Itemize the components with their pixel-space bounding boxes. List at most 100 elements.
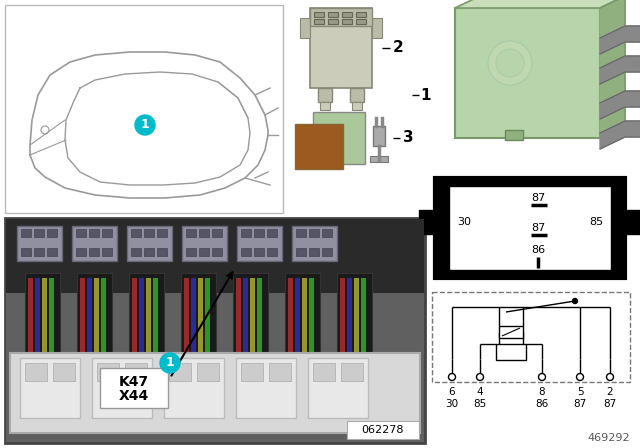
Bar [309,248,319,256]
Bar [42,278,47,370]
Text: 8: 8 [539,387,545,397]
Bar [372,18,382,38]
Bar [310,8,372,88]
Bar [76,248,86,256]
Bar [499,326,523,338]
Text: 87: 87 [573,399,587,409]
Bar [25,363,47,381]
Bar [131,229,141,237]
Bar [236,358,296,418]
Bar [350,88,364,102]
Bar [127,226,172,261]
Bar [205,278,210,370]
Bar [241,248,251,256]
Bar [342,12,352,17]
Bar [250,278,255,370]
Circle shape [160,353,180,373]
Bar [199,229,209,237]
Bar [625,210,640,234]
Bar [89,248,99,256]
Bar [354,278,359,370]
Text: 85: 85 [589,217,603,227]
Bar [295,278,300,370]
Bar [125,363,147,381]
Bar [322,229,332,237]
Text: 86: 86 [531,245,545,255]
Circle shape [577,374,584,380]
Polygon shape [600,0,625,138]
Bar [300,18,310,38]
Text: 3: 3 [403,130,413,146]
Bar [236,278,241,370]
Bar [337,273,372,375]
Bar [496,344,526,360]
Bar [77,273,112,375]
Bar [72,226,117,261]
Text: K47: K47 [119,375,149,389]
Bar [352,102,362,110]
Bar [328,19,338,24]
Bar [49,278,54,370]
Bar [92,358,152,418]
Bar [34,229,44,237]
Bar [5,5,283,213]
Bar [186,229,196,237]
Bar [153,278,158,370]
Bar [285,273,320,375]
Bar [80,278,85,370]
Text: 469292: 469292 [588,433,630,443]
Bar [181,273,216,375]
Circle shape [573,298,577,303]
Bar [164,358,224,418]
Bar [314,12,324,17]
Bar [10,353,420,433]
Text: 30: 30 [457,217,471,227]
Bar [102,229,112,237]
Polygon shape [600,121,640,149]
Bar [47,248,57,256]
Bar [243,278,248,370]
Text: X44: X44 [119,389,149,403]
Text: 1: 1 [420,87,431,103]
Bar [197,363,219,381]
Text: 5: 5 [577,387,583,397]
Bar [198,278,203,370]
Bar [6,219,424,294]
Bar [288,278,293,370]
Polygon shape [455,0,625,8]
Bar [146,278,151,370]
Bar [419,210,435,234]
Circle shape [449,374,456,380]
Bar [233,273,268,375]
Text: 4: 4 [477,387,483,397]
Text: 062278: 062278 [362,425,404,435]
Bar [347,421,419,439]
Bar [267,229,277,237]
Text: 85: 85 [474,399,486,409]
Bar [267,248,277,256]
Circle shape [538,374,545,380]
Bar [21,229,31,237]
Bar [347,278,352,370]
Bar [328,12,338,17]
Bar [313,112,365,164]
Bar [17,226,62,261]
Bar [455,8,600,138]
Bar [254,248,264,256]
Polygon shape [600,56,640,84]
Bar [257,278,262,370]
Bar [157,248,167,256]
Bar [309,229,319,237]
Bar [435,178,625,278]
Bar [370,156,388,162]
Bar [308,358,368,418]
Bar [131,248,141,256]
Circle shape [135,115,155,135]
Bar [5,218,425,443]
Bar [302,278,307,370]
Bar [309,278,314,370]
Bar [129,273,164,375]
Bar [340,278,345,370]
Text: 1: 1 [141,119,149,132]
Text: 87: 87 [604,399,616,409]
